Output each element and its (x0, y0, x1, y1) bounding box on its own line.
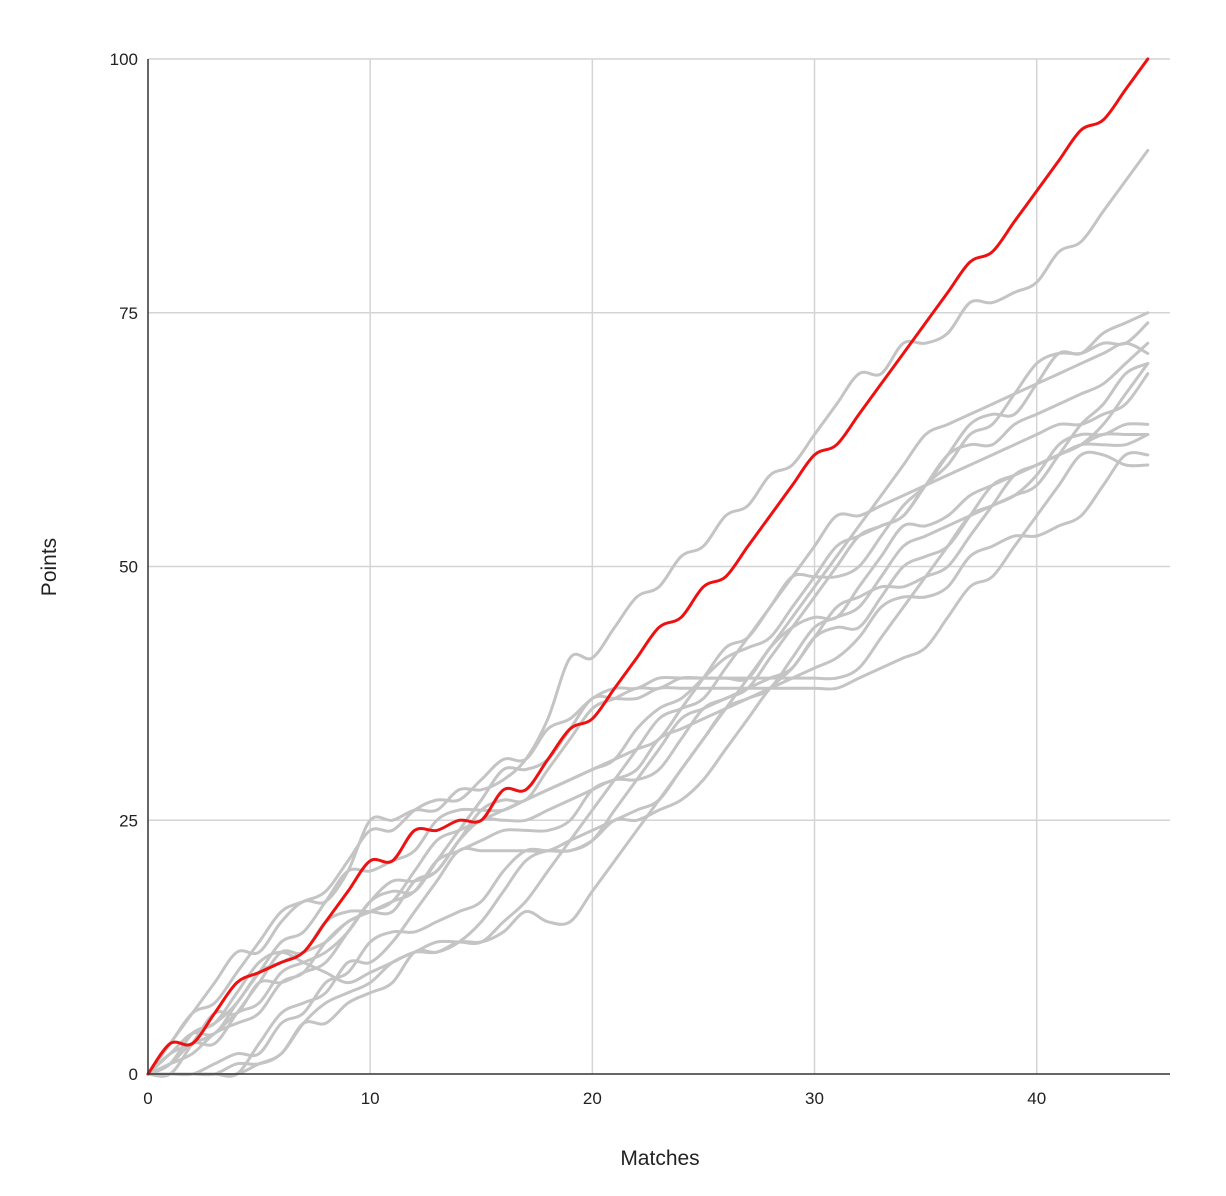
series-line (146, 362, 1150, 1076)
series-line (146, 451, 1150, 1077)
gridlines (148, 58, 1170, 1074)
x-tick-label: 40 (1027, 1089, 1046, 1108)
axes (147, 59, 1170, 1075)
series-line (146, 311, 1150, 1076)
x-tick-label: 20 (583, 1089, 602, 1108)
series-line-highlight (146, 57, 1150, 1076)
x-tick-label: 30 (805, 1089, 824, 1108)
y-axis-title: Points (38, 538, 61, 596)
x-tick-label: 10 (361, 1089, 380, 1108)
x-tick-label: 0 (143, 1089, 152, 1108)
y-tick-label: 0 (129, 1065, 138, 1084)
y-tick-label: 50 (119, 558, 138, 577)
series-line (146, 341, 1150, 1076)
tick-labels: 0 10 20 30 40 0 25 50 75 100 (110, 50, 1047, 1108)
series-line (146, 148, 1150, 1076)
series-line (146, 321, 1150, 1076)
series-lines (146, 57, 1150, 1078)
x-axis-title: Matches (620, 1147, 699, 1170)
y-tick-label: 75 (119, 304, 138, 323)
y-tick-label: 25 (119, 811, 138, 830)
y-tick-label: 100 (110, 50, 138, 69)
series-line (146, 372, 1150, 1077)
